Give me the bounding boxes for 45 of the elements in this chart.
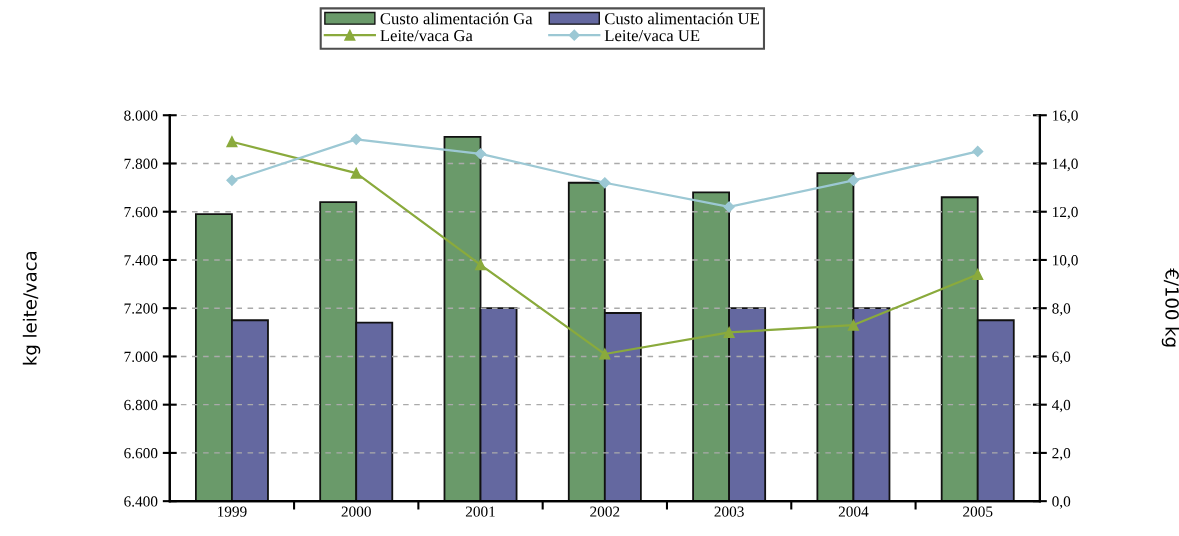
y-tick-label: 8.000: [124, 110, 158, 121]
point: [350, 133, 362, 145]
legend-label: Custo alimentación UE: [604, 12, 759, 25]
y-tick-label: 6.600: [124, 448, 158, 459]
point: [599, 177, 611, 189]
x-tick-label: 2004: [838, 506, 869, 517]
y2-tick-label: 10,0: [1053, 255, 1078, 268]
y-tick-label: 7.400: [124, 255, 158, 266]
point: [847, 319, 859, 331]
x-tick-label: 2000: [341, 506, 371, 517]
y2-tick-label: 16,0: [1053, 110, 1078, 123]
y2-tick-label: 14,0: [1053, 158, 1078, 172]
point: [226, 174, 238, 186]
point: [474, 148, 487, 160]
y2-tick-label: 0,0: [1052, 496, 1071, 509]
x-tick-label: 2002: [590, 506, 620, 517]
legend-label: Leite/vaca Ga: [380, 30, 473, 42]
y-tick-label: 7.200: [124, 303, 158, 314]
point: [723, 201, 735, 213]
y2-tick-label: 12,0: [1053, 206, 1078, 220]
point: [474, 259, 487, 271]
x-tick-label: 2005: [963, 506, 993, 517]
y-tick-label: 7.000: [124, 351, 158, 362]
point: [723, 326, 735, 338]
y2-tick-label: 6,0: [1052, 351, 1071, 365]
x-tick-label: 1999: [217, 506, 247, 517]
y-tick-label: 7.600: [124, 206, 158, 218]
point: [972, 145, 984, 158]
legend-label: Leite/vaca UE: [604, 30, 700, 42]
y2-axis-title: €/100 kg: [1161, 268, 1179, 347]
y-tick-label: 6.400: [124, 496, 158, 507]
legend-label: Custo alimentación Ga: [380, 12, 533, 25]
y-tick-label: 6.800: [124, 399, 158, 411]
y2-tick-label: 2,0: [1052, 448, 1071, 461]
point: [847, 174, 860, 186]
y-axis-title: kg leite/vaca: [22, 251, 41, 365]
point: [350, 167, 362, 179]
x-tick-label: 2001: [465, 506, 495, 517]
point: [599, 348, 611, 360]
y2-tick-label: 8,0: [1052, 303, 1071, 316]
point: [972, 268, 984, 280]
x-tick-label: 2003: [714, 506, 744, 517]
y2-tick-label: 4,0: [1051, 399, 1071, 413]
y-tick-label: 7.800: [124, 158, 158, 169]
point: [226, 136, 238, 148]
